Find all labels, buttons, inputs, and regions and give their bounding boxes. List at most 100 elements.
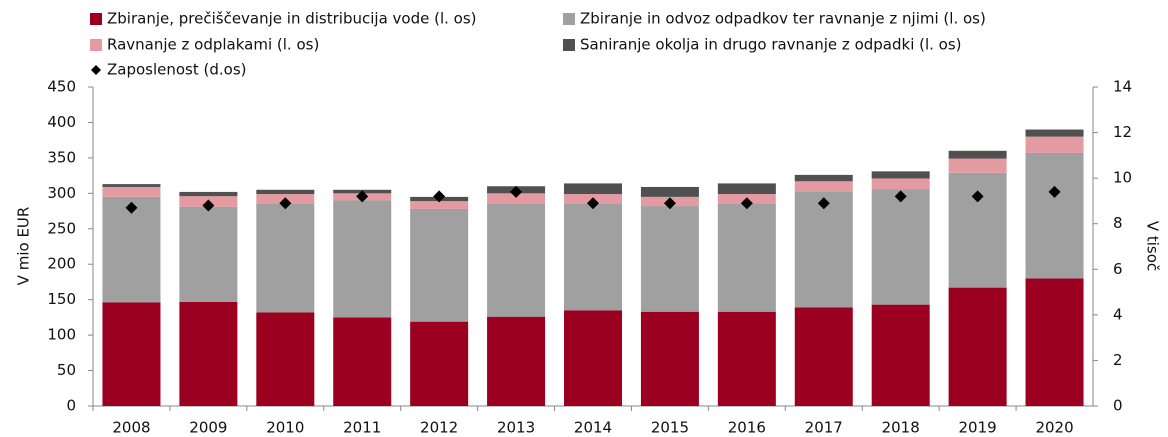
bar	[102, 302, 161, 406]
legend-swatch	[90, 39, 102, 51]
legend-label: Zbiranje, prečiščevanje in distribucija …	[107, 10, 477, 28]
marker	[894, 190, 907, 203]
bar	[948, 287, 1007, 406]
bar	[410, 321, 469, 406]
legend-swatch	[563, 39, 575, 51]
bar	[487, 193, 546, 204]
y-tick-label: 450	[47, 78, 76, 96]
y2-tick-label: 4	[1113, 305, 1123, 323]
bar	[256, 189, 315, 195]
y2-tick-label: 0	[1113, 397, 1123, 415]
x-tick-label: 2008	[112, 419, 150, 437]
marker	[433, 190, 446, 203]
bar	[179, 191, 238, 197]
legend-label: Saniranje okolja in drugo ravnanje z odp…	[580, 36, 962, 54]
legend-swatch	[563, 13, 575, 25]
bar	[102, 196, 161, 303]
bar	[794, 181, 853, 192]
legend-marker	[91, 65, 101, 75]
x-tick-label: 2016	[728, 419, 766, 437]
bar	[948, 172, 1007, 288]
bar	[102, 184, 161, 187]
bar	[871, 178, 930, 190]
bar	[1025, 129, 1084, 137]
legend-swatch	[90, 13, 102, 25]
y-tick-label: 50	[57, 361, 76, 379]
bar	[179, 206, 238, 302]
bar	[948, 158, 1007, 173]
bar	[256, 203, 315, 313]
x-tick-label: 2019	[959, 419, 997, 437]
bar	[717, 203, 776, 312]
bar	[487, 203, 546, 317]
marker	[510, 185, 523, 198]
y2-tick-label: 12	[1113, 123, 1132, 141]
y-tick-label: 150	[47, 290, 76, 308]
x-tick-label: 2012	[420, 419, 458, 437]
bar	[871, 189, 930, 305]
bar	[794, 307, 853, 406]
y2-tick-label: 6	[1113, 260, 1123, 278]
marker	[740, 197, 753, 210]
x-tick-label: 2009	[189, 419, 227, 437]
bar	[640, 186, 699, 197]
bar	[1025, 278, 1084, 406]
y-tick-label: 350	[47, 148, 76, 166]
marker	[971, 190, 984, 203]
x-tick-label: 2011	[343, 419, 381, 437]
legend-label: Ravnanje z odplakami (l. os)	[107, 36, 319, 54]
y2-tick-label: 14	[1113, 78, 1132, 96]
marker	[817, 197, 830, 210]
bar	[794, 191, 853, 308]
x-tick-label: 2015	[651, 419, 689, 437]
bar	[948, 150, 1007, 159]
y-tick-label: 200	[47, 255, 76, 273]
bar	[333, 200, 392, 318]
bar	[256, 312, 315, 406]
y2-tick-label: 8	[1113, 214, 1123, 232]
y2-axis-label: V tisoč	[1144, 221, 1162, 271]
bar	[717, 183, 776, 195]
y-axis-label: V mio EUR	[15, 207, 33, 286]
bar	[640, 311, 699, 406]
y-tick-label: 0	[66, 397, 76, 415]
y-tick-label: 400	[47, 113, 76, 131]
marker	[202, 199, 215, 212]
bar	[564, 310, 622, 406]
bar	[1025, 136, 1084, 153]
marker	[663, 197, 676, 210]
x-tick-label: 2018	[882, 419, 920, 437]
y-tick-label: 250	[47, 219, 76, 237]
marker	[279, 197, 292, 210]
marker	[1048, 185, 1061, 198]
bar	[333, 317, 392, 406]
x-tick-label: 2017	[805, 419, 843, 437]
bar	[564, 183, 622, 195]
marker	[356, 190, 369, 203]
x-tick-label: 2010	[266, 419, 304, 437]
x-tick-label: 2020	[1035, 419, 1073, 437]
legend-label: Zbiranje in odvoz odpadkov ter ravnanje …	[580, 10, 986, 28]
legend-label: Zaposlenost (d.os)	[107, 61, 247, 79]
bar	[487, 316, 546, 406]
bar	[102, 186, 161, 197]
bar	[871, 304, 930, 406]
x-tick-label: 2013	[497, 419, 535, 437]
bar	[1025, 152, 1084, 279]
bar	[794, 174, 853, 182]
marker	[587, 197, 599, 210]
bar	[179, 301, 238, 406]
marker	[125, 201, 138, 214]
bar	[640, 206, 699, 312]
bar	[871, 171, 930, 179]
y-tick-label: 100	[47, 326, 76, 344]
x-tick-label: 2014	[574, 419, 612, 437]
bar	[564, 203, 622, 311]
bar	[410, 201, 469, 209]
y-tick-label: 300	[47, 184, 76, 202]
y2-tick-label: 10	[1113, 169, 1132, 187]
bar	[717, 311, 776, 406]
y2-tick-label: 2	[1113, 351, 1123, 369]
bar	[410, 208, 469, 322]
